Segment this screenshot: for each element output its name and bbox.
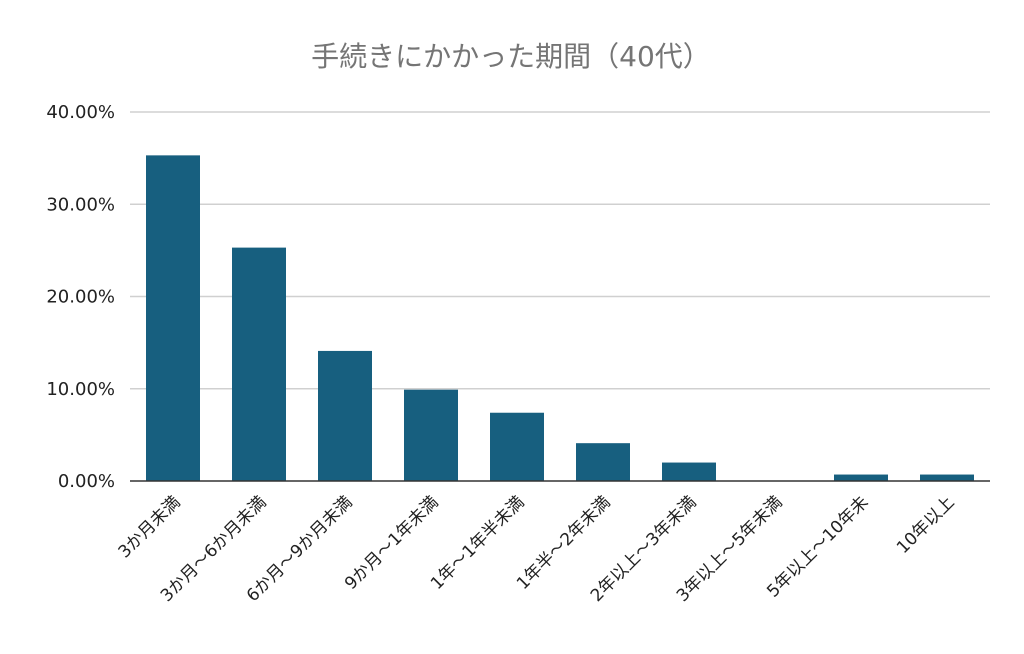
x-tick-label: 10年以上 (893, 492, 959, 558)
bar (146, 155, 200, 482)
chart-title: 手続きにかかった期間（40代） (311, 40, 711, 73)
y-tick-label: 0.00% (58, 471, 115, 492)
bar (404, 389, 458, 481)
bar (576, 443, 630, 481)
y-tick-label: 10.00% (46, 379, 115, 400)
bar (490, 412, 544, 481)
y-axis-ticks: 0.00% 10.00% 20.00% 30.00% 40.00% (46, 102, 115, 492)
y-tick-label: 40.00% (46, 102, 115, 123)
x-axis-ticks: 3か月未満3か月～6か月未満6か月～9か月未満9か月～1年未満1年～1年半未満1… (115, 492, 959, 606)
bars (146, 155, 974, 482)
bar (232, 247, 286, 481)
bar (834, 474, 888, 481)
y-tick-label: 30.00% (46, 194, 115, 215)
y-tick-label: 20.00% (46, 287, 115, 308)
bar (662, 462, 716, 481)
x-tick-label: 3か月未満 (115, 492, 185, 562)
bar (318, 350, 372, 481)
bar (920, 474, 974, 481)
